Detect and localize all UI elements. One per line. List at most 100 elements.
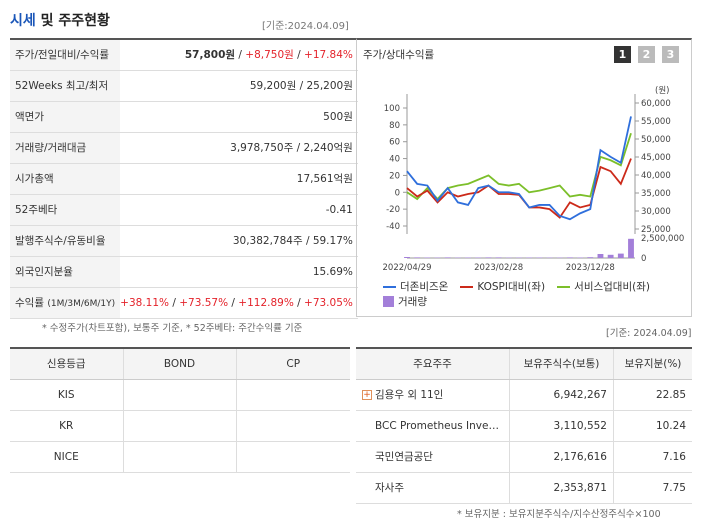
volume-bar (404, 257, 410, 258)
right-tick-label: 35,000 (641, 189, 671, 199)
holder-name: 자사주 (356, 472, 510, 504)
right-tick-label: 25,000 (641, 225, 671, 235)
table-row: 시가총액 17,561억원 (10, 163, 358, 195)
row-label: 52Weeks 최고/최저 (10, 70, 121, 102)
table-row: KIS (10, 379, 350, 411)
row-value: 15.69% (120, 256, 358, 288)
cp-cell (236, 410, 350, 442)
volume-bar (597, 254, 604, 258)
holder-shares: 2,353,871 (509, 472, 614, 504)
right-tick-label: 60,000 (641, 99, 671, 109)
price-value: 57,800원 / +8,750원 / +17.84% (120, 39, 358, 71)
row-label: 액면가 (10, 101, 121, 133)
holder-pct: 22.85 (613, 379, 692, 411)
row-label: 주가/전일대비/수익률 (10, 39, 121, 71)
row-value: 59,200원 / 25,200원 (120, 70, 358, 102)
chart-page-1-button[interactable]: 1 (614, 46, 631, 63)
table-row: 자사주 2,353,871 7.75 (356, 472, 692, 504)
holder-shares: 2,176,616 (509, 441, 614, 473)
left-tick-label: 80 (389, 121, 400, 131)
holder-pct: 7.16 (613, 441, 692, 473)
left-tick-label: 100 (384, 104, 400, 114)
right-tick-label: 40,000 (641, 171, 671, 181)
row-value: 30,382,784주 / 59.17% (120, 225, 358, 257)
table-row: 52Weeks 최고/최저 59,200원 / 25,200원 (10, 70, 358, 102)
legend-company-swatch (383, 285, 396, 288)
left-tick-label: 60 (389, 138, 400, 148)
volume-tick-label: 0 (641, 254, 646, 264)
holder-pct: 10.24 (613, 410, 692, 442)
returns-value: +38.11% / +73.57% / +112.89% / +73.05% (120, 287, 358, 319)
holder-name: + 김용우 외 11인 (356, 379, 510, 411)
col-header: BOND (123, 348, 237, 380)
x-tick-label: 2023/12/28 (566, 263, 615, 273)
expand-plus-icon[interactable]: + (362, 390, 372, 400)
col-header: 주요주주 (356, 348, 510, 380)
table-row: + 김용우 외 11인 6,942,267 22.85 (356, 379, 692, 411)
right-tick-label: 55,000 (641, 117, 671, 127)
left-tick-label: 0 (395, 188, 400, 198)
table-row: 발행주식수/유동비율 30,382,784주 / 59.17% (10, 225, 358, 257)
col-header: 보유주식수(보통) (509, 348, 614, 380)
legend-service: 서비스업대비(좌) (574, 281, 650, 293)
table-row: 수익률 (1M/3M/6M/1Y) +38.11% / +73.57% / +1… (10, 287, 358, 319)
bond-cell (123, 441, 237, 473)
credit-rating-table: 신용등급 BOND CP KIS KR NICE (10, 347, 350, 473)
row-value: 500원 (120, 101, 358, 133)
bond-cell (123, 379, 237, 411)
volume-bar (566, 257, 573, 258)
col-header: CP (236, 348, 350, 380)
price-table: 주가/전일대비/수익률 57,800원 / +8,750원 / +17.84% … (10, 38, 358, 319)
table-row: 거래량/거래대금 3,978,750주 / 2,240억원 (10, 132, 358, 164)
row-label: 거래량/거래대금 (10, 132, 121, 164)
legend-service-swatch (557, 285, 571, 288)
holder-name: BCC Prometheus Investment Pte Ltd (356, 410, 510, 442)
right-tick-label: 50,000 (641, 135, 671, 145)
table-row: 외국인지분율 15.69% (10, 256, 358, 288)
chart-page-2-button[interactable]: 2 (638, 46, 655, 63)
table-row: 주가/전일대비/수익률 57,800원 / +8,750원 / +17.84% (10, 39, 358, 71)
title-highlight: 시세 (10, 13, 36, 29)
volume-bar (628, 238, 634, 258)
shareholders-table: 주요주주 보유주식수(보통) 보유지분(%) + 김용우 외 11인 6,942,… (356, 347, 692, 504)
agency-cell: NICE (10, 441, 124, 473)
bond-cell (123, 410, 237, 442)
right-axis-unit: (원) (655, 86, 669, 96)
chart-page-3-button[interactable]: 3 (662, 46, 679, 63)
chart-legend: 더존비즈온 KOSPI대비(좌) 서비스업대비(좌) (383, 279, 650, 294)
table-row: KR (10, 410, 350, 442)
chart-panel: 주가/상대수익률 1 2 3 100 80 60 40 20 0 -20 -40 (원) 60,0… (356, 38, 692, 317)
volume-bar (485, 257, 492, 258)
volume-bar (587, 257, 594, 258)
volume-bar (495, 257, 502, 258)
legend-volume-swatch (383, 296, 394, 307)
left-tick-label: 20 (389, 171, 400, 181)
legend-kospi: KOSPI대비(좌) (477, 281, 546, 293)
cp-cell (236, 441, 350, 473)
stock-chart: 100 80 60 40 20 0 -20 -40 (원) 60,000 55,000 50,000 4… (383, 86, 685, 273)
volume-tick-label: 2,500,000 (641, 234, 684, 244)
col-header: 보유지분(%) (613, 348, 692, 380)
holder-shares: 6,942,267 (509, 379, 614, 411)
chart-reference-date: [기준: 2024.04.09] (606, 328, 692, 339)
reference-date: [기준:2024.04.09] (262, 21, 349, 32)
row-label: 외국인지분율 (10, 256, 121, 288)
x-tick-label: 2023/02/28 (474, 263, 523, 273)
table-header: 주요주주 보유주식수(보통) 보유지분(%) (356, 348, 692, 380)
holder-name: 국민연금공단 (356, 441, 510, 473)
cp-cell (236, 379, 350, 411)
title-rest: 및 주주현황 (35, 13, 110, 29)
volume-bar (607, 254, 614, 258)
left-tick-label: -40 (386, 222, 400, 232)
right-tick-label: 30,000 (641, 207, 671, 217)
row-value: 3,978,750주 / 2,240억원 (120, 132, 358, 164)
row-value: -0.41 (120, 194, 358, 226)
chart-legend-2: 거래량 (383, 294, 427, 309)
holder-pct: 7.75 (613, 472, 692, 504)
legend-kospi-swatch (460, 285, 474, 288)
chart-title: 주가/상대수익률 (363, 49, 435, 61)
row-label: 수익률 (1M/3M/6M/1Y) (10, 287, 121, 319)
holder-shares: 3,110,552 (509, 410, 614, 442)
volume-bar (617, 253, 624, 258)
row-value: 17,561억원 (120, 163, 358, 195)
